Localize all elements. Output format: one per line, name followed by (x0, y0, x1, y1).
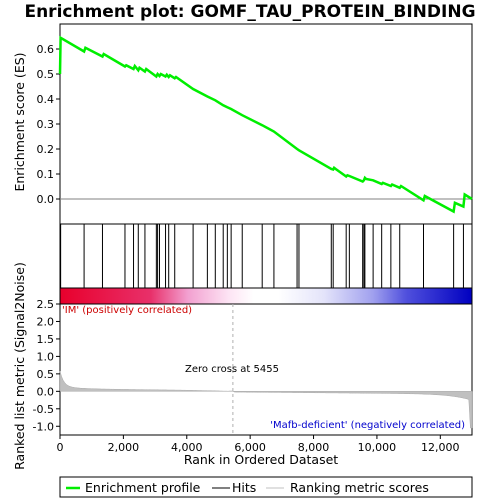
es-tick-label: 0.5 (37, 68, 55, 81)
positive-correlation-label: 'IM' (positively correlated) (62, 305, 192, 316)
metric-tick-label: 0.5 (37, 368, 55, 381)
metric-tick-label: 2.5 (37, 298, 55, 311)
es-tick-label: 0.0 (37, 193, 55, 206)
es-tick-label: 0.3 (37, 118, 55, 131)
metric-axis: -1.0 -0.5 0.0 0.5 1.0 1.5 2.0 2.5 (33, 298, 60, 433)
hits-panel (59, 223, 473, 289)
x-tick-label: 12,000 (421, 441, 460, 454)
x-tick-label: 0 (57, 441, 64, 454)
hits-area (59, 223, 473, 289)
hit-lines (60, 224, 464, 288)
es-tick-label: 0.6 (37, 43, 55, 56)
x-tick-label: 10,000 (358, 441, 397, 454)
es-panel: 0.0 0.1 0.2 0.3 0.4 0.5 0.6 Enrichment score (… (12, 23, 473, 225)
chart-title: Enrichment plot: GOMF_TAU_PROTEIN_BINDIN… (24, 2, 475, 22)
x-axis: 0 2,000 4,000 6,000 8,000 10,000 12,000 (57, 435, 460, 454)
x-axis-label: Rank in Ordered Dataset (184, 452, 338, 467)
metric-panel: -1.0 -0.5 0.0 0.5 1.0 1.5 2.0 2.5 'IM' (positiv… (12, 262, 473, 470)
zero-cross-label: Zero cross at 5455 (185, 364, 279, 375)
metric-tick-label: 1.5 (37, 333, 55, 346)
negative-correlation-label: 'Mafb-deficient' (negatively correlated) (270, 420, 465, 431)
x-tick-label: 2,000 (108, 441, 140, 454)
es-tick-label: 0.4 (37, 93, 55, 106)
metric-tick-label: -0.5 (33, 403, 54, 416)
legend-box (59, 476, 473, 498)
x-tick-label: 6,000 (234, 441, 266, 454)
metric-tick-label: 0.0 (37, 385, 55, 398)
legend-hits-label: Hits (232, 480, 256, 495)
metric-plot-area (59, 303, 473, 436)
metric-tick-label: 1.0 (37, 350, 55, 363)
enrichment-profile-line (58, 35, 473, 214)
ranking-metric-area (59, 371, 473, 429)
es-axis: 0.0 0.1 0.2 0.3 0.4 0.5 0.6 (37, 43, 60, 206)
es-plot-area (59, 23, 473, 225)
metric-ylabel: Ranked list metric (Signal2Noise) (12, 262, 27, 470)
legend-enrichment-label: Enrichment profile (85, 480, 201, 495)
x-tick-label: 4,000 (171, 441, 203, 454)
metric-tick-label: -1.0 (33, 420, 54, 433)
ranking-color-bar (59, 287, 473, 305)
legend: Enrichment profile Hits Ranking metric s… (59, 476, 473, 498)
es-tick-label: 0.1 (37, 168, 55, 181)
x-tick-label: 8,000 (298, 441, 330, 454)
ranking-color-band (59, 287, 473, 305)
es-tick-label: 0.2 (37, 143, 55, 156)
legend-metric-label: Ranking metric scores (290, 480, 429, 495)
metric-tick-label: 2.0 (37, 315, 55, 328)
es-ylabel: Enrichment score (ES) (12, 52, 27, 191)
